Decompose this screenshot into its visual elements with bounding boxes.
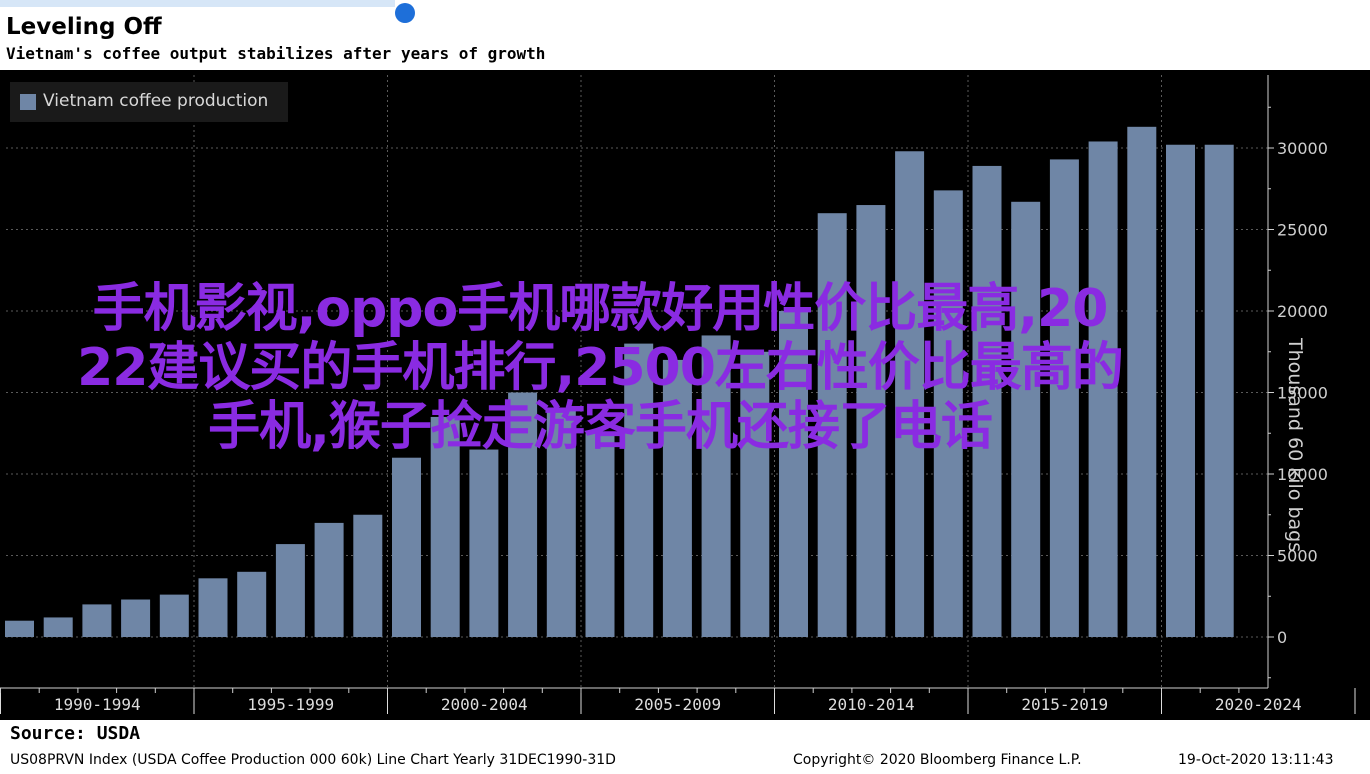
overlay-line-1: 手机影视,oppo手机哪款好用性价比最高,20 <box>92 279 1109 339</box>
timestamp: 19-Oct-2020 13:11:43 <box>1178 752 1334 768</box>
bar <box>353 514 383 637</box>
bar <box>624 343 654 637</box>
x-tick-label: 2015-2019 <box>1021 695 1108 714</box>
bar <box>5 620 34 637</box>
bar <box>701 335 731 637</box>
chart-subtitle: Vietnam's coffee output stabilizes after… <box>6 44 546 63</box>
bar <box>430 416 460 637</box>
x-tick-label: 2010-2014 <box>828 695 915 714</box>
legend-swatch <box>20 94 36 110</box>
bar <box>43 617 73 637</box>
chart-title: Leveling Off <box>6 14 162 40</box>
x-tick-label: 2020-2024 <box>1215 695 1302 714</box>
top-slider-handle[interactable] <box>395 3 415 23</box>
top-progress-bar <box>0 0 395 7</box>
x-tick-label: 2000-2004 <box>441 695 528 714</box>
bar <box>972 165 1002 637</box>
y-tick-label: 5000 <box>1277 547 1318 566</box>
bar <box>817 213 847 637</box>
bar <box>121 599 151 637</box>
source-label: Source: USDA <box>10 723 141 744</box>
bar <box>895 151 925 637</box>
overlay-line-2: 22建议买的手机排行,2500左右性价比最高的 <box>77 337 1124 398</box>
bar <box>740 351 770 637</box>
index-description: US08PRVN Index (USDA Coffee Production 0… <box>10 752 616 768</box>
chart-footer <box>0 720 1370 774</box>
bar <box>392 457 421 637</box>
bar <box>198 578 228 637</box>
bar <box>585 433 615 637</box>
chart-header <box>0 0 1370 70</box>
x-tick-label: 2005-2009 <box>634 695 721 714</box>
bar <box>546 408 576 637</box>
bar <box>1088 141 1118 638</box>
bar <box>1011 201 1041 638</box>
bar <box>469 449 499 637</box>
bar <box>1049 159 1079 637</box>
x-tick-label: 1995-1999 <box>247 695 334 714</box>
chart-legend: Vietnam coffee production <box>10 82 288 122</box>
copyright-notice: Copyright© 2020 Bloomberg Finance L.P. <box>793 752 1082 768</box>
bar <box>1204 144 1234 638</box>
y-tick-label: 25000 <box>1277 221 1328 240</box>
y-tick-label: 30000 <box>1277 139 1328 158</box>
y-axis-label: Thousand 60 kilo bags <box>1284 338 1306 553</box>
bar <box>1127 126 1157 637</box>
y-tick-label: 15000 <box>1277 384 1328 403</box>
bar <box>508 392 538 637</box>
bar <box>662 359 692 637</box>
bar <box>779 311 808 637</box>
overlay-line-3: 手机,猴子捡走游客手机还接了电话 <box>208 396 993 457</box>
legend-label: Vietnam coffee production <box>43 91 269 111</box>
bar <box>82 604 112 637</box>
bar <box>237 571 267 637</box>
bar <box>159 594 189 637</box>
overlay-caption: 手机影视,oppo手机哪款好用性价比最高,20 22建议买的手机排行,2500左… <box>0 280 1200 456</box>
y-tick-label: 10000 <box>1277 465 1328 484</box>
x-tick-label: 1990-1994 <box>54 695 141 714</box>
bar <box>275 544 305 637</box>
bar <box>856 205 886 638</box>
bar <box>314 522 344 637</box>
y-tick-label: 0 <box>1277 628 1287 647</box>
bar <box>933 190 963 637</box>
y-tick-label: 20000 <box>1277 302 1328 321</box>
bar <box>1166 144 1195 638</box>
